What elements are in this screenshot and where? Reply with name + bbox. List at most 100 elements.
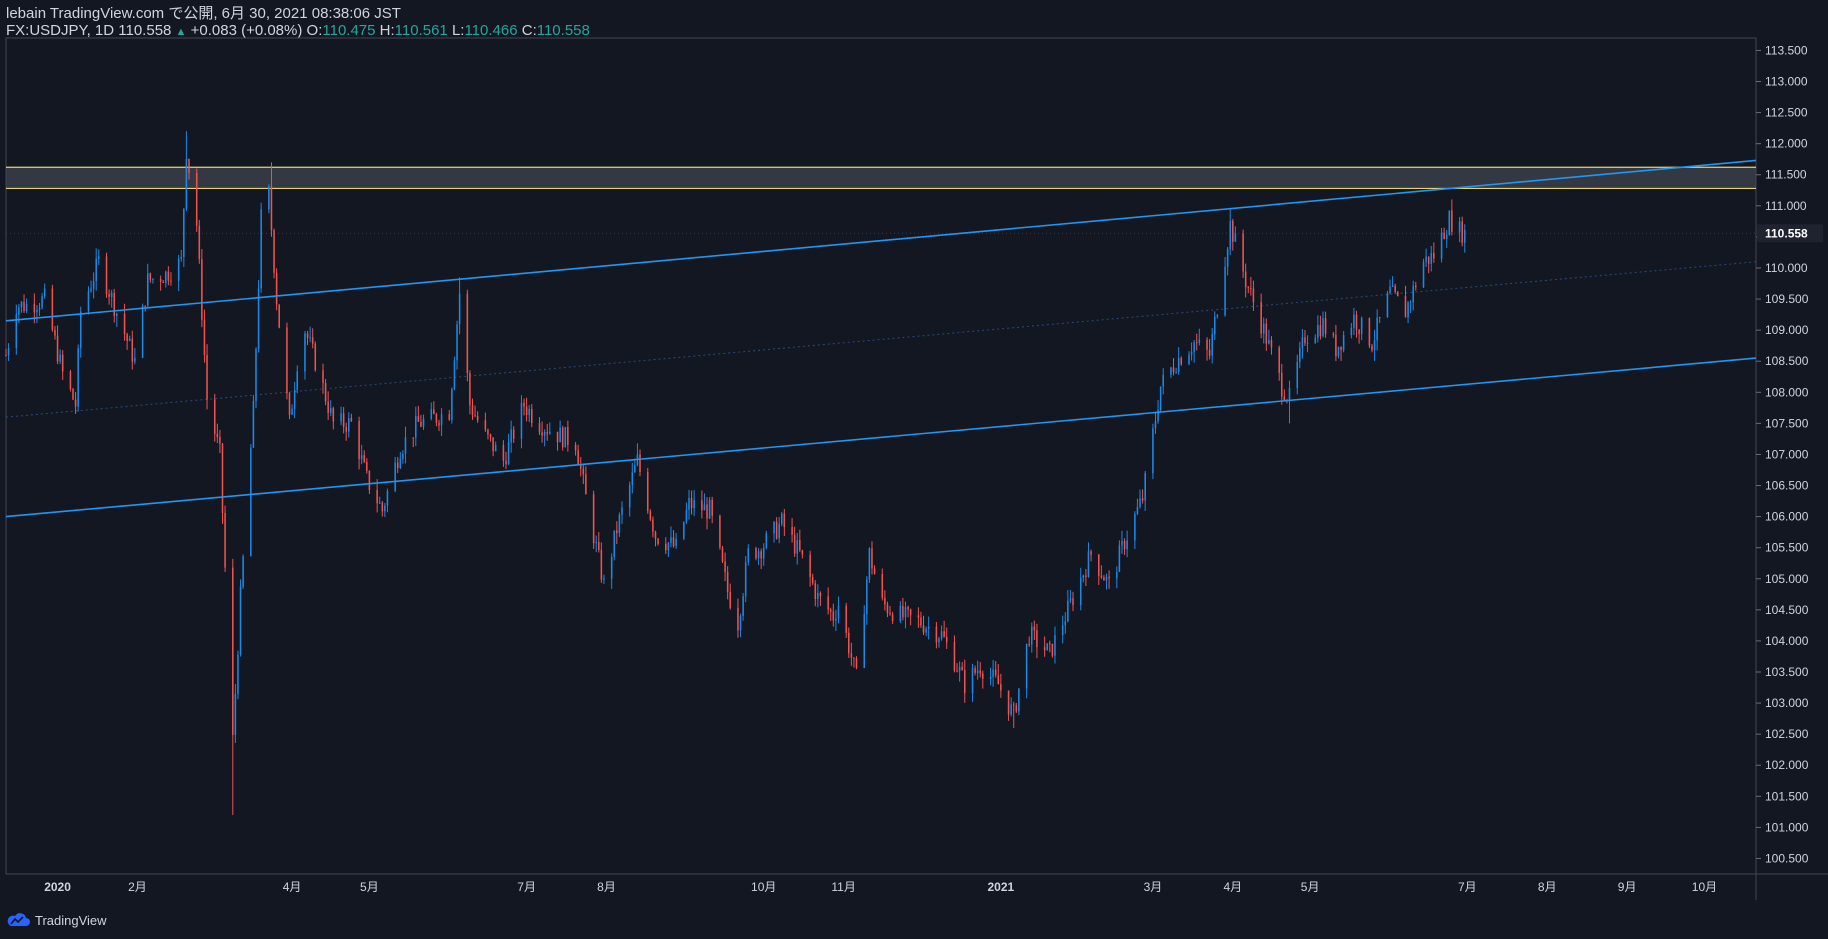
candle-up — [1463, 229, 1466, 243]
candle-down — [531, 408, 533, 423]
candle-up — [528, 408, 530, 416]
candle-up — [688, 497, 690, 510]
candle-up — [1046, 643, 1049, 651]
candle-down — [126, 334, 128, 341]
candle-up — [1299, 347, 1301, 363]
candle-down — [979, 670, 981, 674]
candle-down — [433, 409, 435, 415]
candle-down — [1195, 342, 1198, 344]
y-tick-label: 105.000 — [1765, 572, 1809, 586]
candle-up — [1018, 688, 1020, 712]
candle-up — [628, 484, 631, 508]
candle-down — [579, 464, 582, 469]
candle-up — [15, 314, 18, 349]
candle-down — [1319, 325, 1322, 337]
candle-up — [18, 307, 20, 315]
candle-down — [188, 158, 190, 173]
candle-down — [1396, 291, 1399, 297]
candle-up — [1087, 551, 1090, 577]
candle-down — [1103, 577, 1105, 581]
candle-down — [474, 415, 476, 417]
candle-up — [234, 693, 237, 735]
candle-up — [1198, 339, 1201, 343]
candle-up — [415, 416, 417, 438]
candle-up — [866, 579, 868, 615]
candle-up — [1226, 249, 1229, 267]
candle-down — [1461, 221, 1463, 243]
candle-down — [574, 444, 577, 451]
candle-down — [1371, 345, 1373, 351]
candle-up — [992, 669, 994, 677]
x-tick-label: 7月 — [517, 880, 536, 894]
candle-down — [201, 259, 203, 320]
candle-down — [775, 521, 778, 539]
candle-down — [1172, 367, 1175, 373]
y-tick-label: 108.500 — [1765, 354, 1809, 368]
candle-down — [848, 632, 850, 654]
candle-up — [1301, 337, 1304, 348]
candle-up — [165, 271, 167, 283]
candle-down — [783, 513, 786, 528]
up-arrow-icon: ▲ — [175, 26, 187, 38]
candle-down — [943, 631, 945, 637]
candle-down — [711, 499, 713, 516]
candle-down — [582, 468, 585, 475]
y-tick-label: 112.500 — [1765, 106, 1808, 120]
candle-up — [868, 548, 871, 580]
candle-up — [742, 596, 744, 616]
candle-up — [1445, 234, 1448, 240]
candle-up — [402, 453, 404, 460]
candle-down — [1283, 396, 1286, 401]
ohlc-legend: FX:USDJPY, 1D 110.558 ▲ +0.083 (+0.08%) … — [6, 22, 590, 41]
mid-channel-line — [5, 261, 1757, 418]
candle-up — [1306, 343, 1309, 345]
candle-down — [1358, 329, 1360, 334]
candle-down — [33, 303, 36, 313]
candle-up — [621, 507, 623, 515]
candle-down — [471, 405, 474, 416]
candle-down — [799, 540, 801, 551]
candle-up — [675, 538, 677, 547]
candle-down — [1278, 347, 1280, 373]
candle-down — [1123, 540, 1126, 550]
candle-up — [440, 413, 443, 426]
y-tick-label: 107.500 — [1765, 416, 1809, 430]
candle-down — [827, 596, 829, 610]
candle-down — [105, 256, 108, 294]
candle-up — [304, 333, 306, 372]
candle-up — [549, 431, 551, 434]
candle-down — [541, 432, 543, 436]
candle-up — [817, 592, 819, 600]
candle-down — [368, 470, 371, 491]
candle-up — [20, 301, 23, 308]
candle-up — [309, 337, 311, 339]
candle-down — [206, 355, 208, 400]
candle-down — [654, 531, 657, 539]
candle-down — [1012, 704, 1015, 706]
candle-up — [670, 537, 672, 543]
y-tick-label: 109.000 — [1765, 323, 1809, 337]
candle-up — [739, 615, 742, 631]
candle-down — [737, 607, 739, 631]
candle-up — [685, 509, 688, 522]
candle-down — [811, 577, 814, 584]
x-tick-label: 10月 — [751, 880, 776, 894]
candle-down — [51, 288, 54, 330]
candle-up — [291, 408, 293, 415]
candle-down — [556, 431, 559, 443]
candle-down — [396, 462, 399, 468]
candle-up — [863, 614, 866, 668]
candle-up — [7, 348, 10, 356]
candle-up — [1448, 210, 1451, 235]
candle-down — [791, 527, 793, 535]
candle-up — [404, 437, 407, 454]
candle-up — [989, 676, 992, 679]
candle-up — [1224, 266, 1226, 316]
candle-down — [982, 673, 984, 679]
candle-up — [1152, 428, 1154, 474]
candle-down — [814, 583, 817, 600]
candle-down — [600, 549, 603, 580]
candle-up — [41, 296, 43, 308]
candle-up — [564, 427, 567, 448]
